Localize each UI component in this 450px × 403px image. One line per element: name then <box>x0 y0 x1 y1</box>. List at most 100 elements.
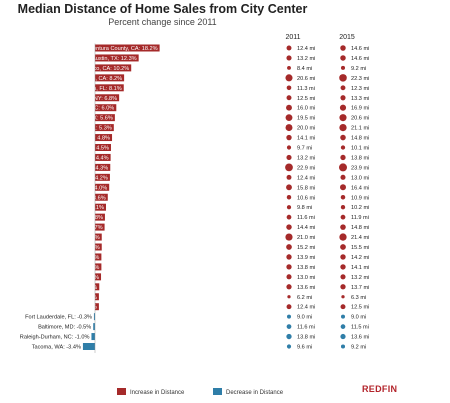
change-bar <box>95 64 132 72</box>
bar-label: Portland, OR: 3.1% <box>56 205 104 211</box>
change-bar <box>95 223 105 231</box>
bar-label: Los Angeles, CA: 1.9% <box>43 245 100 251</box>
distance-dot-2011 <box>287 65 291 70</box>
distance-dot-2015 <box>340 214 346 220</box>
distance-label-2011: 20.6 mi <box>297 76 315 82</box>
distance-label-2015: 13.6 mi <box>351 335 369 341</box>
change-bar <box>95 134 113 142</box>
chart-title: Median Distance of Home Sales from City … <box>17 2 308 16</box>
bar-label: Fort Lauderdale, FL: -0.3% <box>25 315 92 321</box>
distance-dot-2011 <box>286 95 292 101</box>
distance-label-2015: 23.9 mi <box>351 165 369 171</box>
change-bar <box>95 233 102 241</box>
distance-dot-2015 <box>341 295 345 299</box>
distance-label-2015: 11.9 mi <box>351 215 369 221</box>
distance-dot-2011 <box>286 85 292 91</box>
change-bar <box>95 54 139 62</box>
distance-dot-2011 <box>286 333 292 340</box>
distance-label-2015: 10.1 mi <box>351 146 369 152</box>
distance-dot-2015 <box>340 194 346 200</box>
distance-label-2015: 10.9 mi <box>351 195 369 201</box>
distance-dot-2015 <box>340 205 346 210</box>
bar-label: Baltimore, MD: -0.5% <box>38 325 91 331</box>
bar-label: Raleigh-Durham, NC: -1.0% <box>20 335 90 341</box>
distance-dot-2015 <box>340 224 346 230</box>
distance-label-2015: 21.4 mi <box>351 235 369 241</box>
change-bar <box>95 74 125 82</box>
distance-dot-2015 <box>340 134 346 141</box>
bar-label: Atlanta, GA: 1.9% <box>55 235 99 241</box>
change-bar <box>95 163 111 171</box>
distance-label-2015: 20.6 mi <box>351 116 369 122</box>
redfin-logo: REDFIN <box>362 384 398 394</box>
distance-label-2015: 10.2 mi <box>351 205 369 211</box>
distance-dot-2011 <box>285 233 293 241</box>
bar-label: Sacramento, CA: 4.2% <box>51 175 108 181</box>
bar-label: Orange County, CA: 4.5% <box>45 146 109 152</box>
distance-label-2015: 13.3 mi <box>351 96 369 102</box>
distance-label-2011: 14.1 mi <box>297 136 315 142</box>
distance-dot-2011 <box>286 45 292 51</box>
distance-dot-2015 <box>340 344 346 349</box>
change-bar <box>95 104 117 112</box>
change-bar <box>95 114 115 122</box>
distance-label-2015: 12.3 mi <box>351 86 369 92</box>
distance-dot-2011 <box>286 214 292 220</box>
change-bar <box>95 193 108 201</box>
distance-label-2011: 15.8 mi <box>297 185 315 191</box>
legend-swatch-increase <box>117 388 126 395</box>
distance-dot-2015 <box>340 274 346 280</box>
distance-label-2015: 13.7 mi <box>351 285 369 291</box>
change-bar <box>95 124 114 132</box>
bar-label: San Jose, CA: 1.1% <box>47 295 97 301</box>
distance-label-2011: 10.6 mi <box>297 195 315 201</box>
distance-dot-2015 <box>340 244 346 250</box>
distance-label-2015: 9.2 mi <box>351 66 366 72</box>
change-bar <box>95 94 120 102</box>
distance-label-2011: 15.2 mi <box>297 245 315 251</box>
bar-label: Phoenix, AZ: 4.0% <box>61 185 107 191</box>
distance-dot-2015 <box>340 85 346 91</box>
change-bar <box>95 144 111 151</box>
bar-label: Long Island, NY: 6.8% <box>62 96 117 102</box>
bar-label: Riverside-San Bernardino, CA: 8.2% <box>31 76 122 82</box>
distance-dot-2011 <box>285 124 293 132</box>
distance-dot-2015 <box>340 95 346 101</box>
change-bar <box>95 44 160 52</box>
change-bar <box>95 253 102 261</box>
change-bar <box>95 293 99 301</box>
distance-label-2011: 9.7 mi <box>297 146 312 152</box>
distance-dot-2011 <box>286 55 292 61</box>
distance-dot-2015 <box>340 174 346 180</box>
distance-label-2011: 9.0 mi <box>297 315 312 321</box>
distance-label-2015: 11.5 mi <box>351 325 369 331</box>
distance-dot-2015 <box>340 333 346 340</box>
bar-label: Las Vegas, NV: 1.2% <box>45 285 98 291</box>
distance-label-2015: 14.8 mi <box>351 136 369 142</box>
distance-label-2015: 9.2 mi <box>351 345 366 351</box>
distance-label-2015: 13.2 mi <box>351 275 369 281</box>
change-bar <box>91 333 95 341</box>
distance-dot-2011 <box>286 224 292 230</box>
distance-label-2011: 13.2 mi <box>297 155 315 161</box>
distance-dot-2011 <box>286 274 292 280</box>
distance-dot-2015 <box>340 145 346 150</box>
change-bar <box>95 203 107 211</box>
distance-dot-2015 <box>339 74 347 82</box>
distance-dot-2015 <box>340 314 346 319</box>
bar-label: Ventura County, CA: 18.2% <box>90 46 158 52</box>
distance-label-2011: 13.0 mi <box>297 275 315 281</box>
legend-label-decrease: Decrease in Distance <box>226 390 284 396</box>
change-bar <box>95 283 100 291</box>
distance-dot-2015 <box>340 304 346 310</box>
distance-label-2015: 14.1 mi <box>351 265 369 271</box>
distance-label-2011: 12.4 mi <box>297 46 315 52</box>
distance-label-2011: 21.0 mi <box>297 235 315 241</box>
distance-label-2011: 11.6 mi <box>297 325 315 331</box>
bar-label: Boston, MA: 4.3% <box>63 165 108 171</box>
distance-dot-2011 <box>286 304 292 310</box>
chart-subtitle: Percent change since 2011 <box>108 17 217 27</box>
distance-label-2011: 13.8 mi <box>297 335 315 341</box>
distance-label-2011: 16.0 mi <box>297 106 315 112</box>
distance-dot-2011 <box>286 145 292 150</box>
